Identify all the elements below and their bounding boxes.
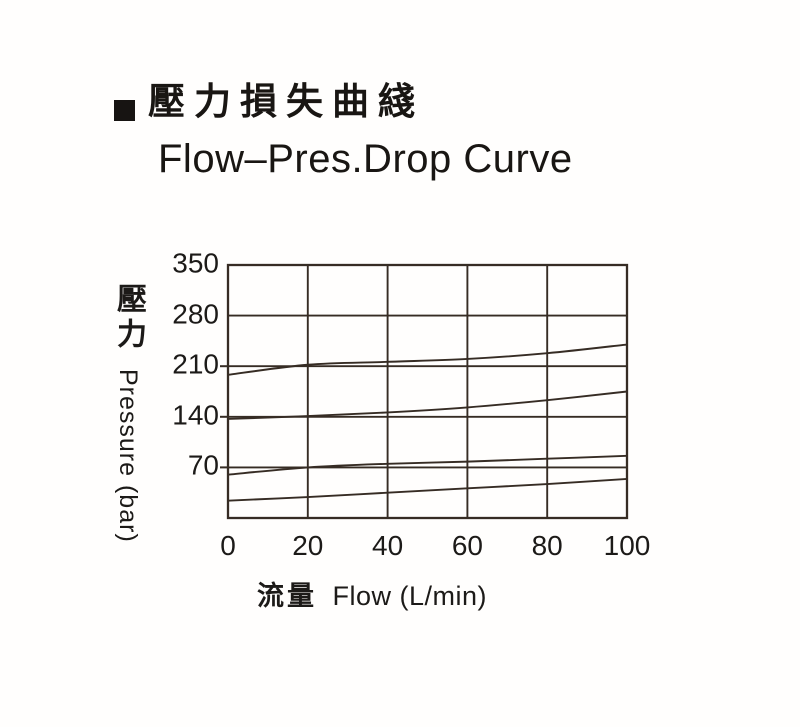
pressure-drop-curve-1 — [227, 343, 628, 376]
section-title-cjk: 壓力損失曲綫 — [148, 81, 424, 122]
x-axis-title: 流量 Flow (L/min) — [257, 574, 487, 613]
y-axis-title-cjk: 壓力 — [112, 283, 145, 353]
pressure-drop-curve-2 — [227, 390, 628, 420]
x-tick-label: 20 — [292, 530, 324, 561]
x-axis-title-latin: Flow (L/min) — [332, 581, 488, 611]
y-tick-label: 140 — [172, 399, 219, 431]
black-square-bullet-icon — [114, 100, 135, 121]
y-tick-label: 70 — [187, 450, 219, 482]
y-tick-label: 280 — [172, 298, 219, 330]
y-tick-label: 350 — [172, 247, 219, 279]
x-tick-label: 60 — [451, 530, 483, 561]
plot-border — [226, 263, 629, 520]
y-axis-title: 壓力 Pressure (bar) — [106, 283, 150, 543]
x-tick-label: 100 — [603, 530, 651, 561]
pressure-drop-curve-3 — [227, 454, 628, 476]
x-tick-label: 0 — [220, 530, 236, 561]
x-axis-title-cjk: 流量 — [257, 581, 317, 611]
y-axis-title-latin: Pressure (bar) — [114, 369, 142, 544]
section-title-english: Flow–Pres.Drop Curve — [158, 137, 573, 181]
x-tick-label: 80 — [531, 530, 563, 561]
pressure-drop-curve-4 — [227, 478, 628, 502]
x-tick-label: 40 — [372, 530, 404, 561]
y-tick-label: 210 — [172, 348, 219, 380]
